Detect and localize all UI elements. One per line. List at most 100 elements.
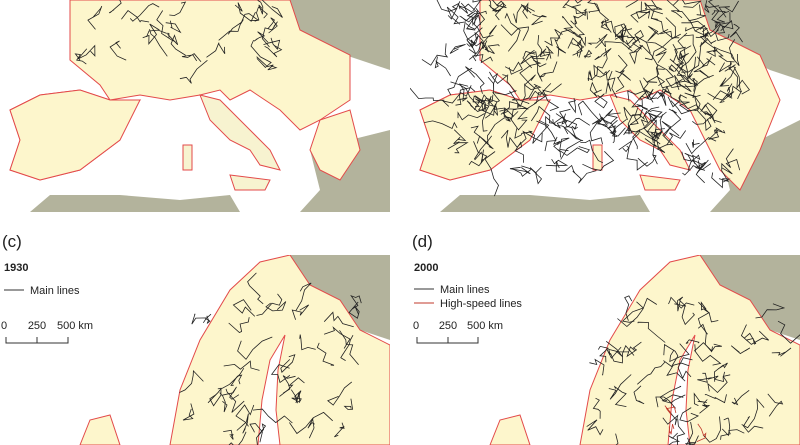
railway xyxy=(465,8,486,30)
railway xyxy=(568,98,577,114)
railway xyxy=(718,61,732,73)
railway xyxy=(586,419,604,436)
railway xyxy=(235,404,255,427)
railway xyxy=(264,44,283,58)
railway xyxy=(666,0,683,19)
railway xyxy=(606,346,622,359)
railway xyxy=(607,118,627,135)
railway xyxy=(484,151,499,197)
scale-label: 0 xyxy=(413,320,419,332)
railway xyxy=(74,53,87,65)
railway xyxy=(169,1,187,17)
railway xyxy=(218,21,242,41)
railway xyxy=(458,2,473,14)
railway xyxy=(323,311,354,328)
railway xyxy=(457,111,485,121)
railway xyxy=(476,134,494,150)
railway xyxy=(692,111,712,125)
railway xyxy=(691,159,705,184)
railway xyxy=(714,129,726,134)
railway xyxy=(629,44,643,65)
railway xyxy=(693,342,722,352)
railway xyxy=(509,90,530,104)
railway xyxy=(665,17,681,40)
railway xyxy=(223,360,260,371)
railway xyxy=(455,87,476,106)
railway xyxy=(693,392,707,406)
railway xyxy=(552,113,568,129)
railway xyxy=(480,149,484,164)
railway xyxy=(474,95,488,132)
railway xyxy=(499,104,529,112)
railway xyxy=(688,4,706,22)
railway xyxy=(290,389,302,404)
railway xyxy=(554,116,584,142)
railway xyxy=(594,2,610,27)
railway xyxy=(289,417,315,439)
railway xyxy=(580,139,604,164)
railway xyxy=(232,299,256,317)
railway xyxy=(664,405,677,416)
railway xyxy=(500,101,520,115)
scale-bar xyxy=(416,337,479,344)
railway xyxy=(436,0,458,20)
railway xyxy=(711,172,731,189)
railway xyxy=(662,408,679,426)
railway xyxy=(656,63,682,89)
railway xyxy=(685,26,709,33)
railway xyxy=(674,80,697,88)
railway xyxy=(484,96,496,119)
railway xyxy=(502,110,519,122)
railway xyxy=(663,343,679,368)
railway xyxy=(589,358,605,376)
railway xyxy=(536,120,557,152)
railway xyxy=(504,61,523,75)
railway xyxy=(583,49,593,59)
railway xyxy=(468,141,488,167)
railway xyxy=(562,0,583,8)
railway xyxy=(453,129,467,145)
railway xyxy=(594,48,612,61)
railway xyxy=(605,70,613,94)
railway xyxy=(685,437,697,445)
railway xyxy=(707,91,735,101)
railway xyxy=(679,407,700,423)
railway xyxy=(667,96,690,112)
railway xyxy=(695,12,731,38)
railway xyxy=(270,364,291,384)
railway xyxy=(638,130,656,156)
railway xyxy=(487,73,498,94)
railway xyxy=(711,10,730,15)
map-d xyxy=(489,255,800,445)
railway xyxy=(661,394,686,404)
railway xyxy=(434,56,451,77)
railway xyxy=(682,163,712,176)
railway xyxy=(527,51,543,82)
railway xyxy=(609,127,626,144)
railway xyxy=(472,54,493,64)
railway xyxy=(639,80,654,95)
railway xyxy=(635,7,651,20)
railway xyxy=(597,345,610,363)
railway xyxy=(509,166,531,175)
railway xyxy=(698,301,710,314)
railway xyxy=(719,66,736,87)
railway xyxy=(475,25,497,58)
railway xyxy=(681,151,694,162)
railway xyxy=(718,20,734,34)
railway xyxy=(613,385,627,407)
railway xyxy=(702,416,721,443)
railway xyxy=(513,4,535,24)
railway xyxy=(206,42,226,58)
railway xyxy=(261,0,283,18)
scale-label: 500 km xyxy=(57,320,93,332)
railway xyxy=(639,44,665,70)
railway xyxy=(771,347,792,357)
railway xyxy=(623,124,633,136)
scale-label: 500 km xyxy=(467,320,503,332)
railway xyxy=(615,70,625,93)
railway xyxy=(626,145,648,171)
map-c xyxy=(79,255,390,445)
railway xyxy=(713,362,728,382)
railway xyxy=(656,75,683,89)
